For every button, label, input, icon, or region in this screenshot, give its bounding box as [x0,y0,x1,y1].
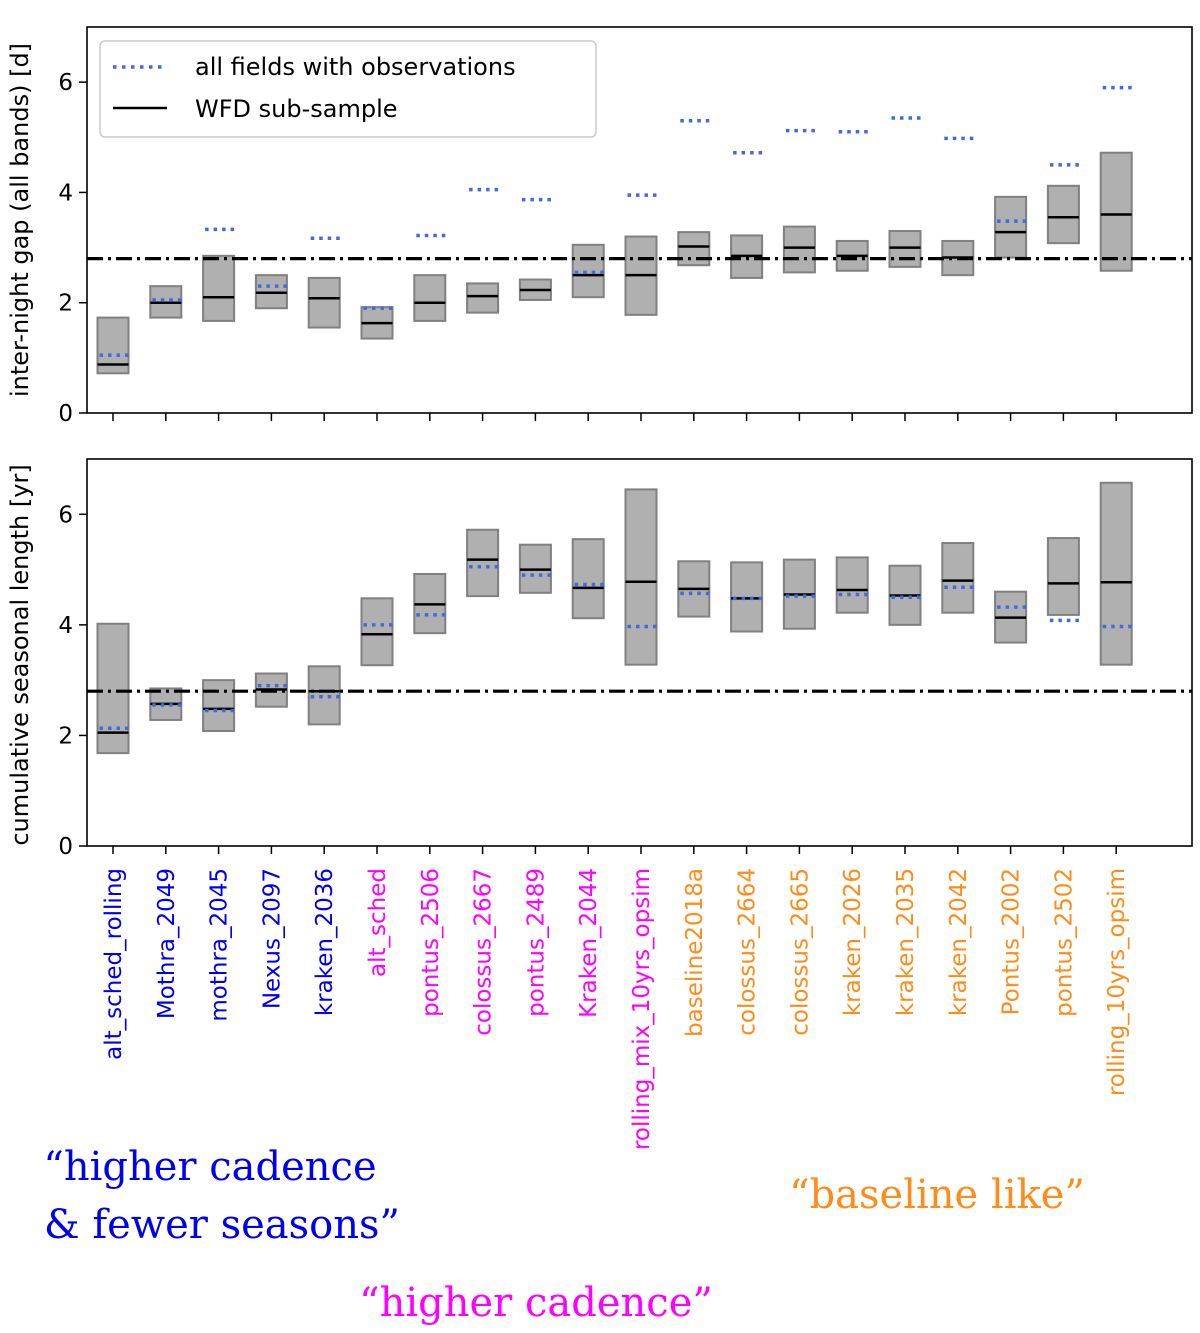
category-label-alt_sched_rolling: alt_sched_rolling [101,868,127,1060]
category-labels: alt_sched_rolling Mothra_2049 mothra_2045 N… [101,868,1130,1150]
bot-box-pontus_2502 [1046,537,1080,616]
group-label-higher-cadence-fewer-line2: & fewer seasons” [44,1202,400,1248]
bottom-panel-frame [86,458,1193,847]
group-label-baseline-like: “baseline like” [789,1172,1085,1218]
category-label-kraken_2042: kraken_2042 [946,868,972,1016]
bot-box-rolling_mix_10yrs_opsim [624,488,658,666]
bot-box-Kraken_2044 [571,538,605,620]
bot-box-colossus_2667 [466,528,500,598]
top-box-colossus_2665 [782,225,816,274]
legend-wfd-label: WFD sub-sample [195,95,398,123]
top-box-colossus_2667 [466,282,500,314]
category-label-Mothra_2049: Mothra_2049 [154,868,180,1019]
category-label-colossus_2665: colossus_2665 [787,868,813,1036]
top-box-rolling_10yrs_opsim [1099,151,1133,272]
top-box-Pontus_2002 [994,195,1028,259]
category-label-pontus_2502: pontus_2502 [1051,868,1077,1017]
group-label-higher-cadence: “higher cadence” [359,1280,713,1326]
top-box-kraken_2035 [888,230,922,268]
bot-box-kraken_2026 [835,556,869,614]
legend-box [99,40,597,138]
bot-box-rolling_10yrs_opsim [1099,481,1133,666]
category-label-rolling_10yrs_opsim: rolling_10yrs_opsim [1104,868,1130,1096]
category-label-kraken_2026: kraken_2026 [840,868,866,1016]
category-label-pontus_2489: pontus_2489 [523,868,549,1017]
category-label-colossus_2664: colossus_2664 [735,868,761,1036]
category-label-mothra_2045: mothra_2045 [207,868,233,1022]
category-label-colossus_2667: colossus_2667 [471,868,497,1036]
top-box-kraken_2036 [307,276,341,329]
category-label-Pontus_2002: Pontus_2002 [999,868,1025,1015]
category-label-Nexus_2097: Nexus_2097 [259,868,285,1009]
bot-box-kraken_2042 [941,542,975,614]
category-label-Kraken_2044: Kraken_2044 [576,868,602,1018]
bot-y-tick-label-6: 6 [58,502,73,528]
category-label-alt_sched: alt_sched [365,868,391,977]
bot-box-mothra_2045 [202,679,236,733]
group-label-higher-cadence-fewer-line1: “higher cadence [43,1144,376,1190]
panel-inter-night-gap: 0 2 4 6 inter-night gap (all bands) [d] all… [6,26,1193,427]
category-label-pontus_2506: pontus_2506 [418,868,444,1017]
top-box-baseline2018a [677,231,711,267]
top-y-tick-label-4: 4 [58,180,73,206]
top-panel-frame [86,26,1193,414]
bot-box-alt_sched [360,597,394,667]
top-y-tick-label-2: 2 [58,291,73,317]
category-label-baseline2018a: baseline2018a [682,868,708,1037]
category-label-kraken_2036: kraken_2036 [312,868,338,1016]
top-box-pontus_2506 [413,274,447,322]
top-box-pontus_2502 [1046,184,1080,245]
top-box-mothra_2045 [202,254,236,322]
top-y-tick-label-0: 0 [58,401,73,427]
category-label-kraken_2035: kraken_2035 [893,868,919,1016]
top-y-tick-label-6: 6 [58,70,73,96]
category-label-rolling_mix_10yrs_opsim: rolling_mix_10yrs_opsim [629,868,655,1150]
legend: all fields with observations WFD sub-sam… [99,40,597,138]
bot-y-tick-label-0: 0 [58,834,73,860]
panel-cumulative-seasonal-length: 0 2 4 6 cumulative seasonal length [yr] [6,458,1193,860]
bot-y-tick-label-4: 4 [58,613,73,639]
bot-y-tick-label-2: 2 [58,723,73,749]
bottom-y-axis-label: cumulative seasonal length [yr] [6,464,34,845]
legend-all-fields-label: all fields with observations [195,53,516,81]
top-y-axis-label: inter-night gap (all bands) [d] [6,43,34,397]
